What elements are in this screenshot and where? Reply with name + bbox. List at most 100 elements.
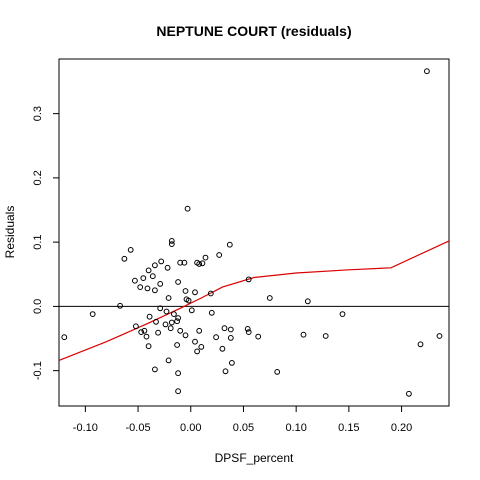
y-tick-label: 0.2 — [32, 170, 44, 185]
data-point — [157, 305, 164, 312]
data-point — [229, 360, 235, 366]
data-point — [194, 348, 201, 355]
data-point — [138, 329, 145, 336]
data-point — [202, 254, 209, 261]
y-tick-label: -0.1 — [32, 361, 44, 380]
data-point — [133, 323, 139, 330]
x-tick-label: 0.05 — [233, 422, 254, 434]
data-point — [417, 341, 424, 348]
y-axis: -0.1 0.0 0.1 0.2 0.3 — [32, 106, 59, 380]
data-point — [322, 333, 329, 339]
data-point — [141, 327, 148, 334]
data-points — [61, 68, 443, 397]
data-point — [192, 289, 198, 296]
data-point — [143, 333, 150, 340]
data-point — [196, 327, 203, 334]
data-point — [162, 321, 169, 328]
data-point — [165, 357, 172, 364]
data-point — [266, 295, 273, 301]
data-point — [222, 368, 229, 375]
data-point — [175, 315, 182, 321]
y-axis-label: Residuals — [3, 206, 17, 259]
data-point — [127, 247, 134, 253]
data-point — [219, 345, 226, 352]
data-point — [145, 343, 152, 350]
data-point — [117, 302, 123, 309]
data-point — [174, 318, 181, 325]
plot-frame — [58, 58, 450, 407]
y-tick-label: 0.1 — [32, 234, 44, 249]
data-point — [185, 297, 192, 304]
data-point — [61, 334, 68, 341]
data-point — [89, 311, 96, 318]
data-point — [171, 311, 177, 318]
data-point — [158, 258, 165, 265]
data-point — [274, 369, 281, 375]
data-point — [436, 333, 443, 339]
data-point — [168, 238, 175, 244]
data-point — [167, 325, 174, 332]
data-point — [208, 309, 215, 316]
data-point — [227, 326, 234, 333]
data-point — [137, 284, 144, 291]
x-tick-label: 0.10 — [285, 422, 306, 434]
data-point — [157, 281, 164, 287]
data-point — [152, 366, 158, 373]
data-point — [304, 298, 311, 305]
data-point — [213, 334, 220, 341]
x-tick-label: 0.20 — [391, 422, 412, 434]
data-point — [121, 255, 128, 262]
data-point — [245, 276, 252, 283]
data-point — [188, 307, 195, 314]
x-tick-label: -0.05 — [126, 422, 151, 434]
data-point — [221, 325, 228, 332]
data-point — [184, 205, 191, 212]
x-axis-label: DPSF_percent — [215, 451, 294, 465]
data-point — [164, 264, 171, 271]
x-axis: -0.10 -0.05 0.00 0.05 0.10 0.15 0.20 — [73, 406, 412, 434]
data-point — [216, 252, 223, 258]
y-tick-label: 0.3 — [32, 106, 44, 121]
data-point — [146, 313, 153, 320]
data-point — [177, 259, 184, 266]
data-point — [339, 311, 346, 318]
x-tick-label: 0.00 — [180, 422, 201, 434]
data-point — [163, 308, 170, 315]
data-point — [175, 279, 182, 285]
x-tick-label: -0.10 — [73, 422, 98, 434]
data-point — [152, 287, 158, 294]
data-point — [406, 390, 412, 397]
data-point — [182, 288, 189, 294]
data-point — [227, 335, 234, 341]
data-point — [182, 332, 189, 339]
data-point — [155, 329, 162, 336]
data-point — [177, 327, 184, 334]
data-point — [165, 295, 172, 301]
smooth-line — [58, 240, 450, 361]
data-point — [226, 241, 233, 248]
y-tick-label: 0.0 — [32, 299, 44, 314]
data-point — [198, 344, 205, 350]
data-point — [255, 333, 262, 340]
chart-title: NEPTUNE COURT (residuals) — [156, 23, 351, 39]
data-point — [192, 338, 198, 345]
data-point — [168, 319, 175, 326]
data-point — [175, 370, 182, 377]
data-point — [152, 262, 158, 269]
data-point — [149, 273, 156, 280]
data-point — [174, 342, 181, 348]
data-point — [181, 259, 188, 266]
data-point — [300, 331, 307, 338]
data-point — [168, 241, 175, 248]
data-point — [175, 388, 182, 395]
data-point — [207, 290, 214, 297]
data-point — [145, 267, 152, 274]
data-point — [153, 318, 159, 325]
data-point — [144, 285, 151, 292]
data-point — [132, 277, 138, 284]
x-tick-label: 0.15 — [338, 422, 359, 434]
data-point — [245, 329, 252, 336]
data-point — [244, 326, 251, 332]
data-point — [424, 68, 430, 75]
